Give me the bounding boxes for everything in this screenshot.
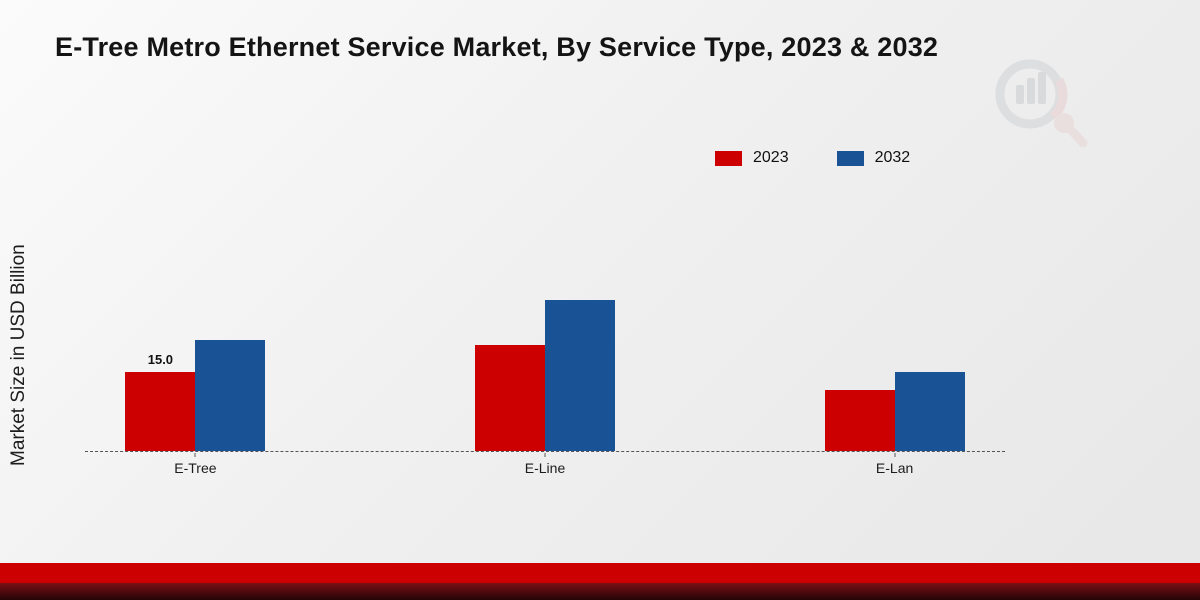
- legend: 2023 2032: [715, 149, 910, 167]
- bar-2032-e-tree: [195, 339, 266, 451]
- legend-item-2032: 2032: [836, 149, 911, 167]
- footer-red-band: [0, 563, 1200, 583]
- chart-title: E-Tree Metro Ethernet Service Market, By…: [55, 32, 939, 62]
- plot-area: 15.0: [85, 292, 1005, 452]
- magnifier-chart-logo-icon: [995, 59, 1088, 148]
- legend-label-2023: 2023: [753, 149, 789, 166]
- bar-2023-e-lan: [824, 390, 895, 451]
- bar-group-e-tree: 15.0: [125, 292, 266, 451]
- legend-label-2032: 2032: [874, 149, 911, 166]
- x-axis-label-e-line: E-Line: [524, 460, 566, 476]
- bar-group-e-line: [475, 292, 615, 451]
- x-axis-label-e-tree: E-Tree: [174, 460, 217, 476]
- legend-swatch-2032: [836, 150, 864, 166]
- bar-2032-e-lan: [894, 371, 965, 451]
- bar-group-e-lan: [824, 292, 965, 451]
- legend-item-2023: 2023: [715, 149, 789, 167]
- footer-dark-band: [0, 583, 1200, 600]
- x-axis-ticks: [85, 453, 1005, 458]
- bar-2023-e-tree: 15.0: [125, 352, 196, 451]
- x-axis-tick-e-tree: [194, 453, 196, 457]
- x-axis-tick-e-line: [544, 453, 546, 457]
- bar-2023-e-line: [475, 345, 545, 451]
- x-axis-labels: E-Tree E-Line E-Lan: [85, 460, 1005, 480]
- x-axis-tick-e-lan: [894, 453, 896, 457]
- y-axis-title: Market Size in USD Billion: [8, 244, 29, 466]
- legend-swatch-2023: [715, 150, 742, 166]
- bar-2032-e-line: [545, 299, 615, 451]
- brand-logo-watermark: [985, 52, 1090, 152]
- bar-value-label-e-tree: 15.0: [147, 351, 174, 367]
- x-axis-label-e-lan: E-Lan: [875, 460, 914, 476]
